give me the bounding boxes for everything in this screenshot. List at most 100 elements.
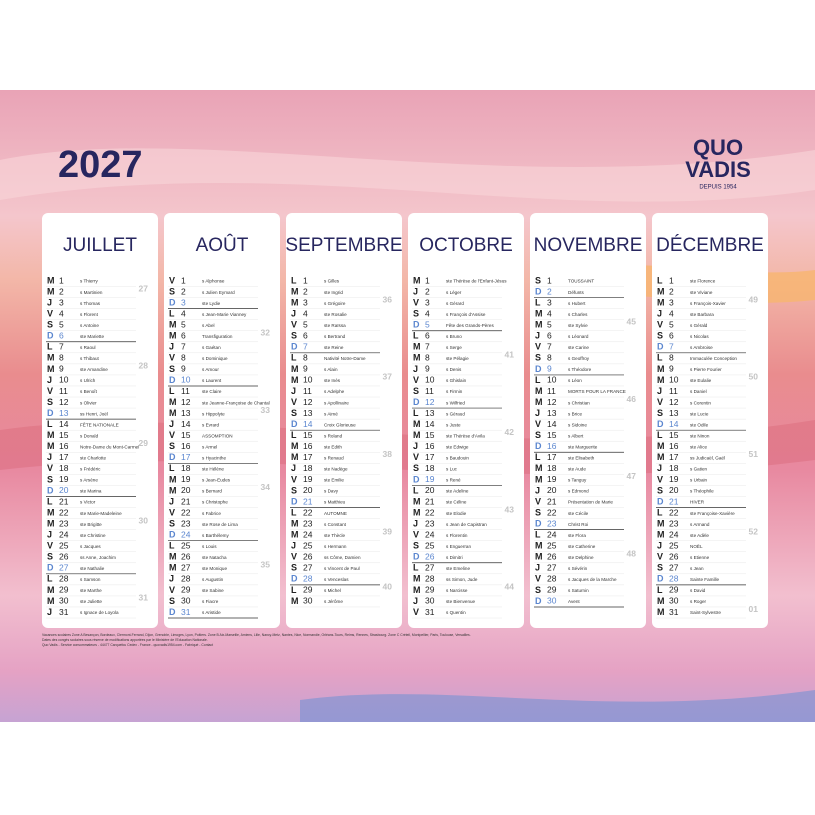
month-name: SEPTEMBRE — [285, 235, 402, 256]
day-number: 20 — [425, 485, 435, 495]
day-number: 4 — [303, 308, 308, 318]
day-letter: L — [169, 463, 175, 473]
day-number: 5 — [669, 319, 674, 329]
day-letter: D — [413, 397, 420, 407]
day-name: ste Lucie — [690, 411, 709, 416]
day-number: 9 — [669, 364, 674, 374]
day-letter: L — [47, 574, 53, 584]
day-letter: S — [47, 320, 53, 330]
day-number: 26 — [425, 552, 435, 562]
day-number: 5 — [181, 319, 186, 329]
day-number: 11 — [181, 386, 190, 396]
day-number: 28 — [425, 574, 435, 584]
day-number: 17 — [425, 452, 435, 462]
day-letter: M — [413, 342, 421, 352]
day-name: s Arsène — [80, 478, 98, 483]
day-number: 26 — [303, 552, 313, 562]
day-name: s René — [446, 478, 461, 483]
day-name: ste Ingrid — [324, 290, 343, 295]
day-number: 19 — [669, 474, 679, 484]
day-number: 2 — [669, 286, 674, 296]
day-number: 22 — [547, 507, 557, 517]
day-letter: L — [47, 419, 53, 429]
day-number: 14 — [547, 419, 557, 429]
day-number: 22 — [59, 507, 69, 517]
day-number: 14 — [425, 419, 435, 429]
day-name: ste Marie-Madeleine — [80, 511, 122, 516]
day-name: s Jérôme — [324, 599, 343, 604]
day-name: s Frédéric — [80, 467, 101, 472]
day-letter: M — [291, 364, 299, 374]
day-letter: M — [657, 596, 665, 606]
day-letter: M — [169, 485, 177, 495]
day-name: s Adelphe — [324, 389, 345, 394]
day-number: 26 — [547, 552, 557, 562]
day-name: MORTS POUR LA FRANCE — [568, 389, 626, 394]
day-name: s Benoît — [80, 389, 98, 394]
day-number: 15 — [181, 430, 191, 440]
day-number: 15 — [547, 430, 557, 440]
day-letter: L — [413, 331, 419, 341]
week-number: 42 — [505, 427, 515, 437]
day-number: 11 — [425, 386, 434, 396]
day-name: s Luc — [446, 467, 458, 472]
day-name: ste Christine — [80, 533, 106, 538]
day-letter: V — [657, 474, 663, 484]
day-letter: V — [291, 397, 297, 407]
day-letter: J — [291, 386, 296, 396]
day-name: s Grégoire — [324, 301, 346, 306]
day-number: 30 — [547, 596, 557, 606]
day-number: 6 — [425, 331, 430, 341]
day-letter: S — [47, 474, 53, 484]
day-letter: M — [169, 397, 177, 407]
day-number: 24 — [59, 529, 69, 539]
day-letter: J — [657, 541, 662, 551]
day-name: s Thomas — [80, 301, 101, 306]
day-name: s Théodore — [568, 367, 592, 372]
day-name: Immaculée Conception — [690, 356, 737, 361]
day-number: 15 — [59, 430, 69, 440]
day-letter: M — [535, 309, 543, 319]
week-number: 34 — [261, 482, 271, 492]
day-name: s Martinien — [80, 290, 103, 295]
day-number: 10 — [181, 375, 191, 385]
day-letter: J — [47, 297, 52, 307]
day-number: 9 — [303, 364, 308, 374]
day-name: s Saturnin — [568, 588, 589, 593]
week-number: 44 — [505, 582, 515, 592]
day-number: 7 — [59, 342, 64, 352]
day-name: s Léonard — [568, 334, 589, 339]
day-letter: L — [169, 541, 175, 551]
day-letter: V — [47, 463, 53, 473]
day-name: s Urbain — [690, 478, 708, 483]
day-letter: S — [657, 408, 663, 418]
day-letter: M — [291, 452, 299, 462]
day-name: ste Marguerite — [568, 444, 598, 449]
day-name: s Tanguy — [568, 478, 587, 483]
day-number: 19 — [181, 474, 191, 484]
day-name: s Fabrice — [202, 511, 221, 516]
day-letter: J — [47, 375, 52, 385]
day-number: 17 — [181, 452, 191, 462]
day-name: ste Barbara — [690, 312, 714, 317]
day-number: 14 — [181, 419, 191, 429]
day-number: 27 — [669, 563, 679, 573]
day-number: 16 — [669, 441, 679, 451]
day-name: s Abel — [202, 323, 215, 328]
day-letter: V — [169, 430, 175, 440]
day-number: 22 — [669, 507, 679, 517]
day-name: s Apollinaire — [324, 400, 349, 405]
day-number: 31 — [425, 607, 435, 617]
day-letter: M — [657, 364, 665, 374]
day-number: 3 — [425, 297, 430, 307]
day-number: 1 — [59, 275, 64, 285]
day-letter: M — [657, 530, 665, 540]
day-number: 18 — [181, 463, 191, 473]
day-letter: M — [657, 452, 665, 462]
day-name: s Dimitri — [446, 555, 463, 560]
day-letter: V — [413, 375, 419, 385]
day-number: 3 — [547, 297, 552, 307]
day-letter: M — [47, 364, 55, 374]
day-letter: J — [291, 463, 296, 473]
day-name: s Laurent — [202, 378, 222, 383]
